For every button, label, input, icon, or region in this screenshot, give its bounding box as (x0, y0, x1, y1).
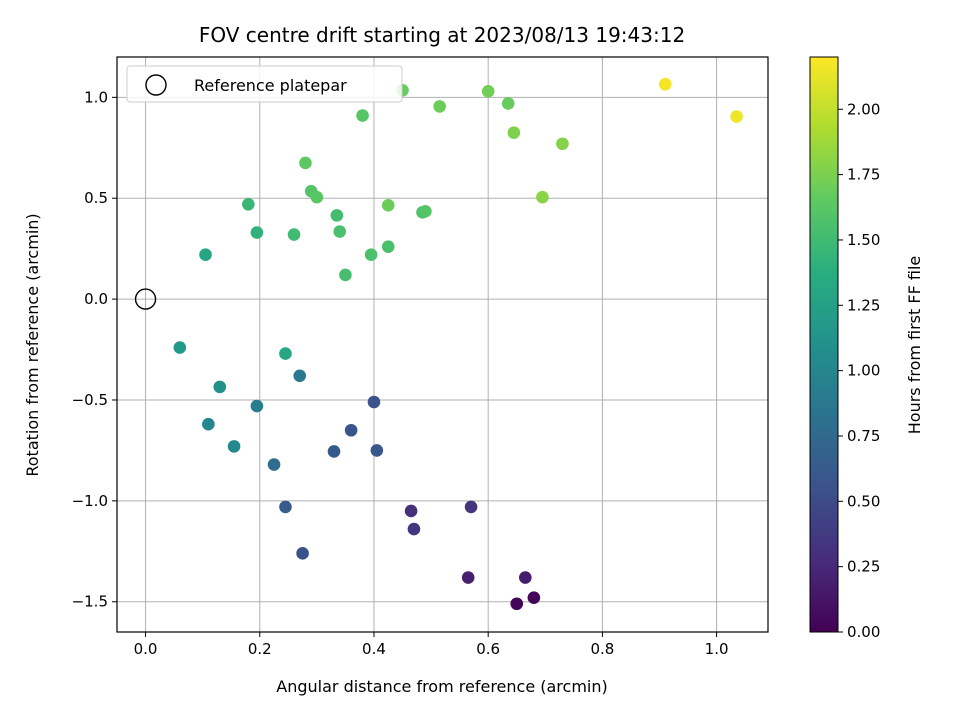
data-point (367, 395, 381, 409)
y-axis-label: Rotation from reference (arcmin) (23, 213, 42, 476)
data-point (730, 110, 743, 123)
colorbar-gradient (809, 56, 839, 633)
colorbar-tick-label: 1.50 (847, 231, 880, 249)
y-tick-label: 0.5 (84, 189, 108, 207)
y-axis-ticks: −1.5 −1.0 −0.5 0.0 0.5 1.0 (72, 88, 117, 611)
data-point (227, 440, 241, 453)
x-axis-ticks: 0.0 0.2 0.4 0.6 0.8 1.0 (134, 632, 729, 658)
data-point (519, 571, 532, 584)
data-point (370, 444, 384, 457)
data-point (199, 248, 212, 262)
legend-box (126, 65, 403, 103)
gridlines (117, 57, 768, 632)
data-point (536, 190, 549, 204)
data-point (381, 240, 395, 253)
colorbar-tick-label: 1.00 (847, 362, 880, 380)
colorbar: 0.00 0.25 0.50 0.75 1.00 1.25 1.50 1.75 2.00 Hou… (809, 56, 924, 641)
plot-frame (116, 56, 769, 633)
data-point (327, 445, 341, 458)
data-point (287, 228, 301, 241)
data-point (407, 522, 421, 536)
data-point (556, 137, 569, 151)
colorbar-tick-label: 1.25 (847, 296, 880, 314)
data-point (299, 156, 312, 170)
data-point (296, 547, 309, 560)
colorbar-ticks: 0.00 0.25 0.50 0.75 1.00 1.25 1.50 1.75 2.00 (838, 100, 880, 641)
y-tick-label: −1.5 (72, 593, 108, 611)
data-point (267, 458, 281, 471)
data-point (173, 341, 187, 354)
data-point (356, 109, 369, 122)
colorbar-tick-label: 0.25 (847, 558, 880, 576)
x-tick-label: 1.0 (705, 640, 729, 658)
data-point (507, 126, 521, 139)
data-point (481, 84, 495, 98)
data-point (464, 500, 478, 514)
x-tick-label: 0.0 (134, 640, 158, 658)
data-point (339, 268, 352, 282)
y-tick-label: −1.0 (72, 492, 108, 510)
x-tick-label: 0.6 (476, 640, 500, 658)
y-tick-label: 0.0 (84, 290, 108, 308)
data-point (510, 597, 524, 611)
legend-reference-marker-icon (145, 74, 167, 96)
data-point (213, 380, 227, 394)
data-point (250, 399, 264, 413)
y-tick-label: 1.0 (84, 88, 108, 106)
colorbar-tick-label: 2.00 (847, 100, 880, 118)
data-point (333, 225, 347, 238)
data-point (293, 369, 307, 383)
data-point (381, 198, 395, 212)
data-point (279, 500, 292, 514)
data-point (202, 417, 215, 431)
colorbar-label: Hours from first FF file (905, 256, 924, 435)
data-point (242, 197, 255, 211)
colorbar-tick-label: 0.50 (847, 492, 880, 510)
chart-title: FOV centre drift starting at 2023/08/13 … (199, 23, 685, 47)
data-point (501, 97, 515, 110)
data-point (461, 571, 475, 584)
data-point (527, 591, 541, 605)
reference-point-marker (134, 288, 157, 310)
data-point (419, 205, 432, 218)
data-point (310, 190, 324, 204)
y-tick-label: −0.5 (72, 391, 108, 409)
colorbar-tick-label: 0.00 (847, 623, 880, 641)
data-point (344, 423, 358, 437)
data-point (279, 347, 292, 360)
x-tick-label: 0.2 (248, 640, 272, 658)
x-axis-label: Angular distance from reference (arcmin) (276, 677, 607, 696)
data-point (658, 77, 672, 91)
data-points (173, 77, 743, 611)
x-tick-label: 0.4 (362, 640, 386, 658)
data-point (250, 226, 264, 239)
data-point (404, 504, 418, 518)
data-point (330, 209, 344, 222)
data-point (364, 248, 378, 262)
colorbar-tick-label: 1.75 (847, 166, 880, 184)
x-tick-label: 0.8 (590, 640, 614, 658)
legend: Reference platepar (126, 65, 403, 103)
legend-label: Reference platepar (194, 76, 347, 95)
data-point (433, 100, 446, 113)
colorbar-tick-label: 0.75 (847, 427, 880, 445)
